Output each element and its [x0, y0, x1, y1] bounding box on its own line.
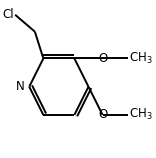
Text: CH$_3$: CH$_3$	[129, 51, 153, 66]
Text: Cl: Cl	[2, 8, 14, 21]
Text: N: N	[16, 80, 25, 93]
Text: O: O	[98, 108, 107, 121]
Text: CH$_3$: CH$_3$	[129, 107, 153, 122]
Text: O: O	[98, 52, 107, 65]
